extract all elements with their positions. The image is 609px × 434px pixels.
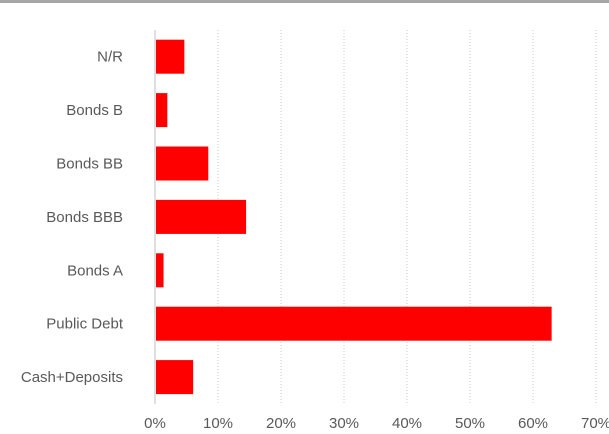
bar [156, 199, 247, 234]
category-label: Public Debt [46, 316, 124, 333]
category-label: Bonds A [67, 262, 123, 279]
bar [156, 146, 209, 181]
x-tick-label: 20% [266, 415, 296, 432]
bars [156, 39, 552, 395]
gridlines [217, 30, 597, 404]
category-label: Bonds B [66, 102, 123, 119]
bar [156, 306, 552, 341]
chart-top-border [0, 0, 609, 3]
category-label: Bonds BBB [46, 209, 123, 226]
x-tick-label: 10% [203, 415, 233, 432]
x-tick-label: 60% [518, 415, 548, 432]
bar [156, 360, 194, 395]
x-tick-label: 70% [581, 415, 609, 432]
x-tick-label: 30% [329, 415, 359, 432]
x-tick-labels: 0% 10% 20% 30% 40% 50% 60% 70% [144, 415, 609, 432]
bar [156, 39, 185, 74]
category-label: Bonds BB [56, 156, 123, 173]
x-tick-label: 40% [392, 415, 422, 432]
bar [156, 93, 168, 128]
category-labels: N/R Bonds B Bonds BB Bonds BBB Bonds A Public… [21, 49, 124, 386]
category-label: Cash+Deposits [21, 369, 123, 386]
x-tick-label: 0% [144, 415, 166, 432]
bar [156, 253, 164, 288]
x-tick-label: 50% [455, 415, 485, 432]
category-label: N/R [97, 49, 123, 66]
